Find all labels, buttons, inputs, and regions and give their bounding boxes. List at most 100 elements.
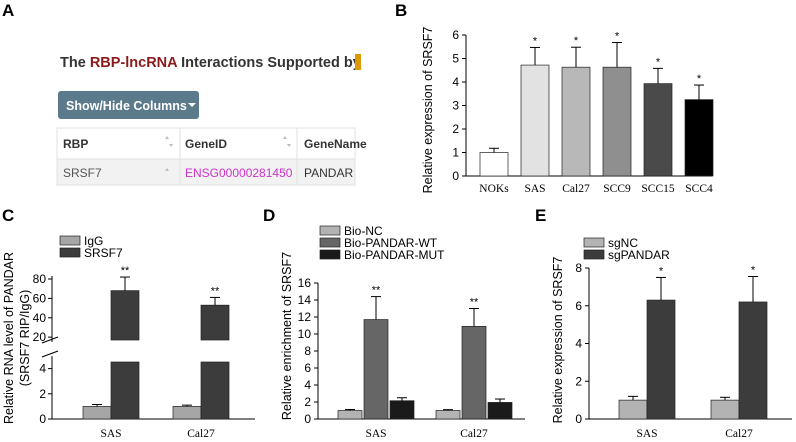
interactions-table: RBP GeneID GeneName SRSF7 ENSG0000028145… (56, 127, 367, 186)
bar-scc15 (643, 83, 673, 177)
panel-c-ylabel-line1: Relative RNA level of PANDAR (2, 252, 16, 424)
panel-a: A The RBP-lncRNA Interactions Supported … (2, 1, 367, 186)
significance-mark: * (659, 265, 664, 277)
legend-swatch (319, 249, 341, 260)
panel-e-yticks: 0 2 4 6 8 (575, 261, 589, 426)
panel-e: E Relative expression of SRSF7 0 2 4 6 8 * SA… (535, 206, 792, 440)
axis-break-mark (41, 336, 59, 344)
bar-bio-nc-cal27 (435, 410, 461, 420)
sort-icon[interactable] (283, 136, 291, 147)
y-tick-label: 6 (575, 299, 582, 313)
legend-label: Bio-NC (344, 224, 383, 238)
y-tick-label: 6 (452, 28, 459, 42)
y-tick-label: 4 (575, 337, 582, 351)
panel-c-bars: ** SAS ** Cal27 (82, 265, 230, 440)
significance-mark: * (697, 73, 702, 85)
show-hide-columns-button[interactable]: Show/Hide Columns (58, 91, 199, 119)
y-tick-label: 16 (298, 276, 312, 290)
sort-icon[interactable] (165, 136, 173, 147)
y-tick-label: 4 (452, 75, 459, 89)
show-hide-columns-label: Show/Hide Columns (66, 99, 187, 113)
category-label: SCC15 (641, 183, 674, 195)
panel-d: D Relative enrichment of SRSF7 0 2 4 6 8 10 12… (263, 206, 525, 440)
y-tick-label: 5 (452, 52, 459, 66)
y-tick-label: 60 (33, 291, 47, 305)
panel-d-letter: D (263, 206, 275, 225)
y-tick-label: 0 (304, 412, 311, 426)
category-label: Cal27 (725, 428, 753, 440)
column-header-genename[interactable]: GeneName (304, 137, 367, 151)
caret-down-icon (188, 103, 196, 107)
y-tick-label: 2 (575, 374, 582, 388)
bar-srsf7-cal27 (200, 361, 230, 420)
significance-mark: * (751, 264, 756, 276)
y-tick-label: 1 (452, 146, 459, 160)
sort-asc-icon (282, 168, 286, 171)
y-tick-label: 2 (304, 395, 311, 409)
bar-bio-nc-sas (337, 410, 363, 420)
legend-swatch (583, 249, 605, 260)
y-tick-label: 6 (304, 361, 311, 375)
panel-b-letter: B (395, 1, 407, 20)
panel-c-ylabel-line2: (SRSF7 RIP/IgG) (18, 290, 32, 387)
y-tick-label: 8 (575, 261, 582, 275)
y-tick-label: 4 (39, 362, 46, 376)
table-row (56, 158, 356, 186)
bar-srsf7-sas-upper (110, 290, 140, 341)
category-label: Cal27 (460, 428, 488, 440)
category-label: SCC4 (685, 183, 713, 195)
y-tick-label: 0 (575, 412, 582, 426)
bar-cal27 (561, 66, 591, 177)
bar-srsf7-sas (110, 361, 140, 420)
panel-c-letter: C (2, 206, 14, 225)
panel-e-ylabel: Relative expression of SRSF7 (551, 257, 565, 424)
title-prefix: The (60, 55, 90, 71)
significance-mark: * (533, 35, 538, 47)
bar-sgpandar-cal27 (738, 301, 768, 420)
category-label: Cal27 (562, 183, 590, 195)
column-header-rbp[interactable]: RBP (63, 137, 88, 151)
panel-b-ylabel: Relative expression of SRSF7 (421, 27, 435, 194)
y-tick-label: 0 (452, 169, 459, 183)
panel-c-yticks: 0 2 4 20 40 60 80 (33, 272, 52, 426)
cell-geneid-link[interactable]: ENSG00000281450 (185, 166, 293, 180)
bar-scc9 (602, 66, 632, 177)
legend-swatch (319, 237, 341, 248)
panel-d-yticks: 0 2 4 6 8 10 12 14 16 (298, 276, 318, 426)
y-tick-label: 40 (33, 311, 47, 325)
significance-mark: ** (121, 265, 130, 277)
bar-sgnc-sas (618, 399, 648, 420)
panel-e-letter: E (535, 206, 546, 225)
column-header-geneid[interactable]: GeneID (185, 137, 227, 151)
panel-a-letter: A (2, 1, 14, 20)
bar-sas (520, 64, 550, 177)
bar-bio-pandar-wt-cal27 (461, 326, 487, 420)
bar-noks (479, 152, 509, 177)
y-tick-label: 20 (33, 330, 47, 344)
significance-mark: ** (372, 285, 381, 297)
category-label: SAS (365, 428, 386, 440)
panel-b-yticks: 0 1 2 3 4 5 6 (452, 28, 466, 183)
y-tick-label: 0 (39, 412, 46, 426)
legend-swatch (59, 247, 81, 258)
legend-swatch (59, 235, 81, 246)
cell-genename: PANDAR (304, 166, 353, 180)
panel-d-bars: ** SAS ** Cal27 (337, 285, 513, 440)
panel-a-title: The RBP-lncRNA Interactions Supported by (60, 55, 361, 71)
category-label: SAS (636, 428, 657, 440)
panel-b: B Relative expression of SRSF7 0 1 2 3 4 5 6 N… (395, 1, 714, 195)
bar-igg-cal27 (172, 406, 202, 420)
bar-srsf7-cal27-upper (200, 304, 230, 341)
y-tick-label: 14 (298, 293, 312, 307)
legend-label: IgG (84, 234, 103, 248)
panel-d-ylabel: Relative enrichment of SRSF7 (280, 252, 294, 420)
bar-bio-pandar-mut-sas (389, 400, 415, 420)
bar-igg-sas (82, 406, 112, 420)
panel-b-bars: NOKs * SAS * Cal27 * SCC9 * SCC15 * SCC4 (479, 31, 714, 195)
significance-mark: ** (211, 285, 220, 297)
significance-mark: * (656, 56, 661, 68)
y-tick-label: 10 (298, 327, 312, 341)
